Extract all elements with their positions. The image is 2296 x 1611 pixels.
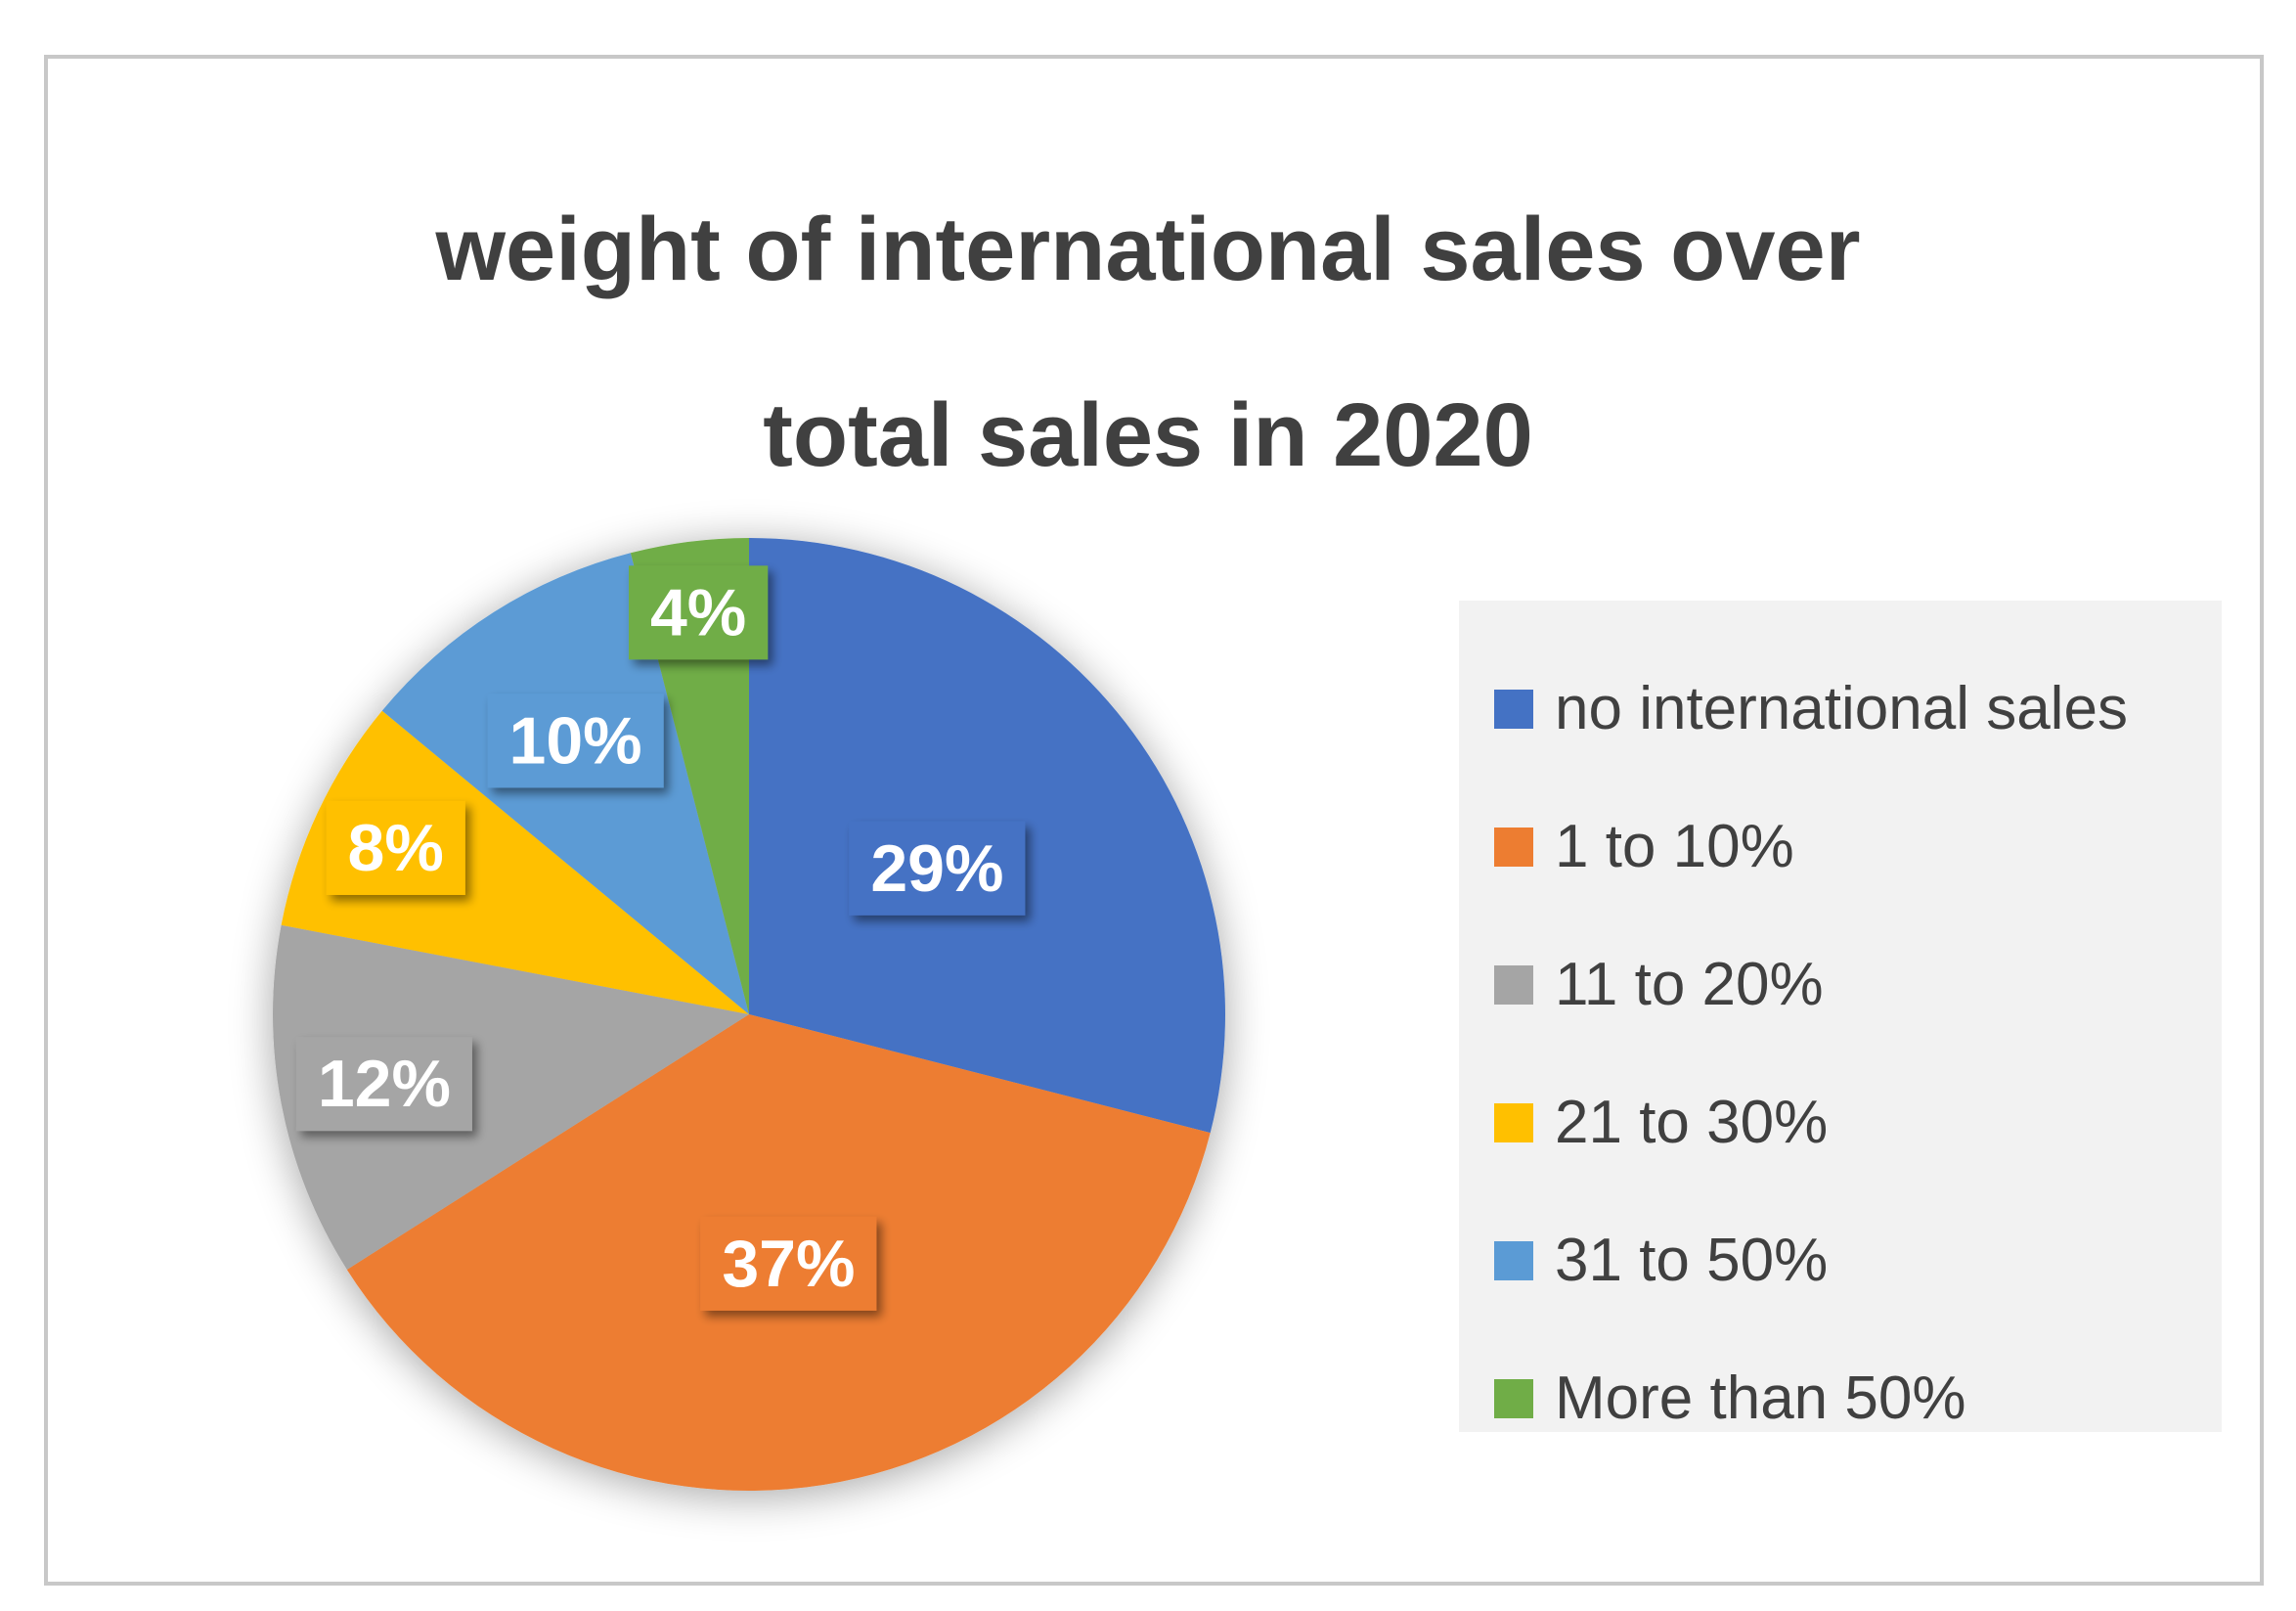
legend-label: 1 to 10% (1555, 813, 1794, 880)
data-label-text: 4% (650, 575, 746, 649)
data-label-31-to-50: 10% (487, 694, 664, 788)
legend: no international sales 1 to 10% 11 to 20% 2… (1459, 601, 2222, 1432)
data-label-box (700, 1216, 877, 1311)
legend-swatch (1494, 1102, 1533, 1142)
legend-label: 11 to 20% (1555, 951, 1824, 1018)
legend-item-more-than-50: More than 50% (1459, 1329, 2222, 1467)
data-label-text: 10% (509, 703, 642, 778)
data-label-box (628, 565, 769, 660)
data-label-box (295, 1037, 472, 1132)
legend-item-21-to-30: 21 to 30% (1459, 1053, 2222, 1191)
legend-swatch (1494, 1378, 1533, 1418)
data-label-box (326, 800, 465, 895)
legend-item-no-international-sales: no international sales (1459, 640, 2222, 778)
legend-label: 31 to 50% (1555, 1227, 1829, 1294)
data-label-text: 37% (722, 1227, 855, 1301)
legend-swatch (1494, 964, 1533, 1005)
data-label-21-to-30: 8% (326, 800, 465, 895)
data-label-text: 12% (318, 1047, 451, 1121)
legend-label: More than 50% (1555, 1365, 1966, 1432)
data-label-box (487, 694, 664, 788)
legend-label: no international sales (1555, 675, 2128, 742)
legend-item-11-to-20: 11 to 20% (1459, 916, 2222, 1053)
pie-slice-21-to-30 (281, 710, 749, 1014)
data-label-11-to-20: 12% (295, 1037, 472, 1132)
data-label-box (849, 821, 1026, 916)
data-label-more-than-50: 4% (628, 565, 769, 660)
legend-swatch (1494, 827, 1533, 867)
data-label-no-international-sales: 29% (849, 821, 1026, 916)
legend-swatch (1494, 689, 1533, 729)
chart-title: weight of international sales over total… (435, 200, 1861, 485)
data-label-text: 8% (348, 811, 444, 885)
data-label-text: 29% (870, 831, 1003, 906)
legend-item-1-to-10: 1 to 10% (1459, 778, 2222, 916)
legend-label: 21 to 30% (1555, 1089, 1829, 1156)
legend-item-31-to-50: 31 to 50% (1459, 1191, 2222, 1329)
pie-slice-11-to-20 (273, 924, 749, 1270)
legend-swatch (1494, 1240, 1533, 1280)
data-label-1-to-10: 37% (700, 1216, 877, 1311)
